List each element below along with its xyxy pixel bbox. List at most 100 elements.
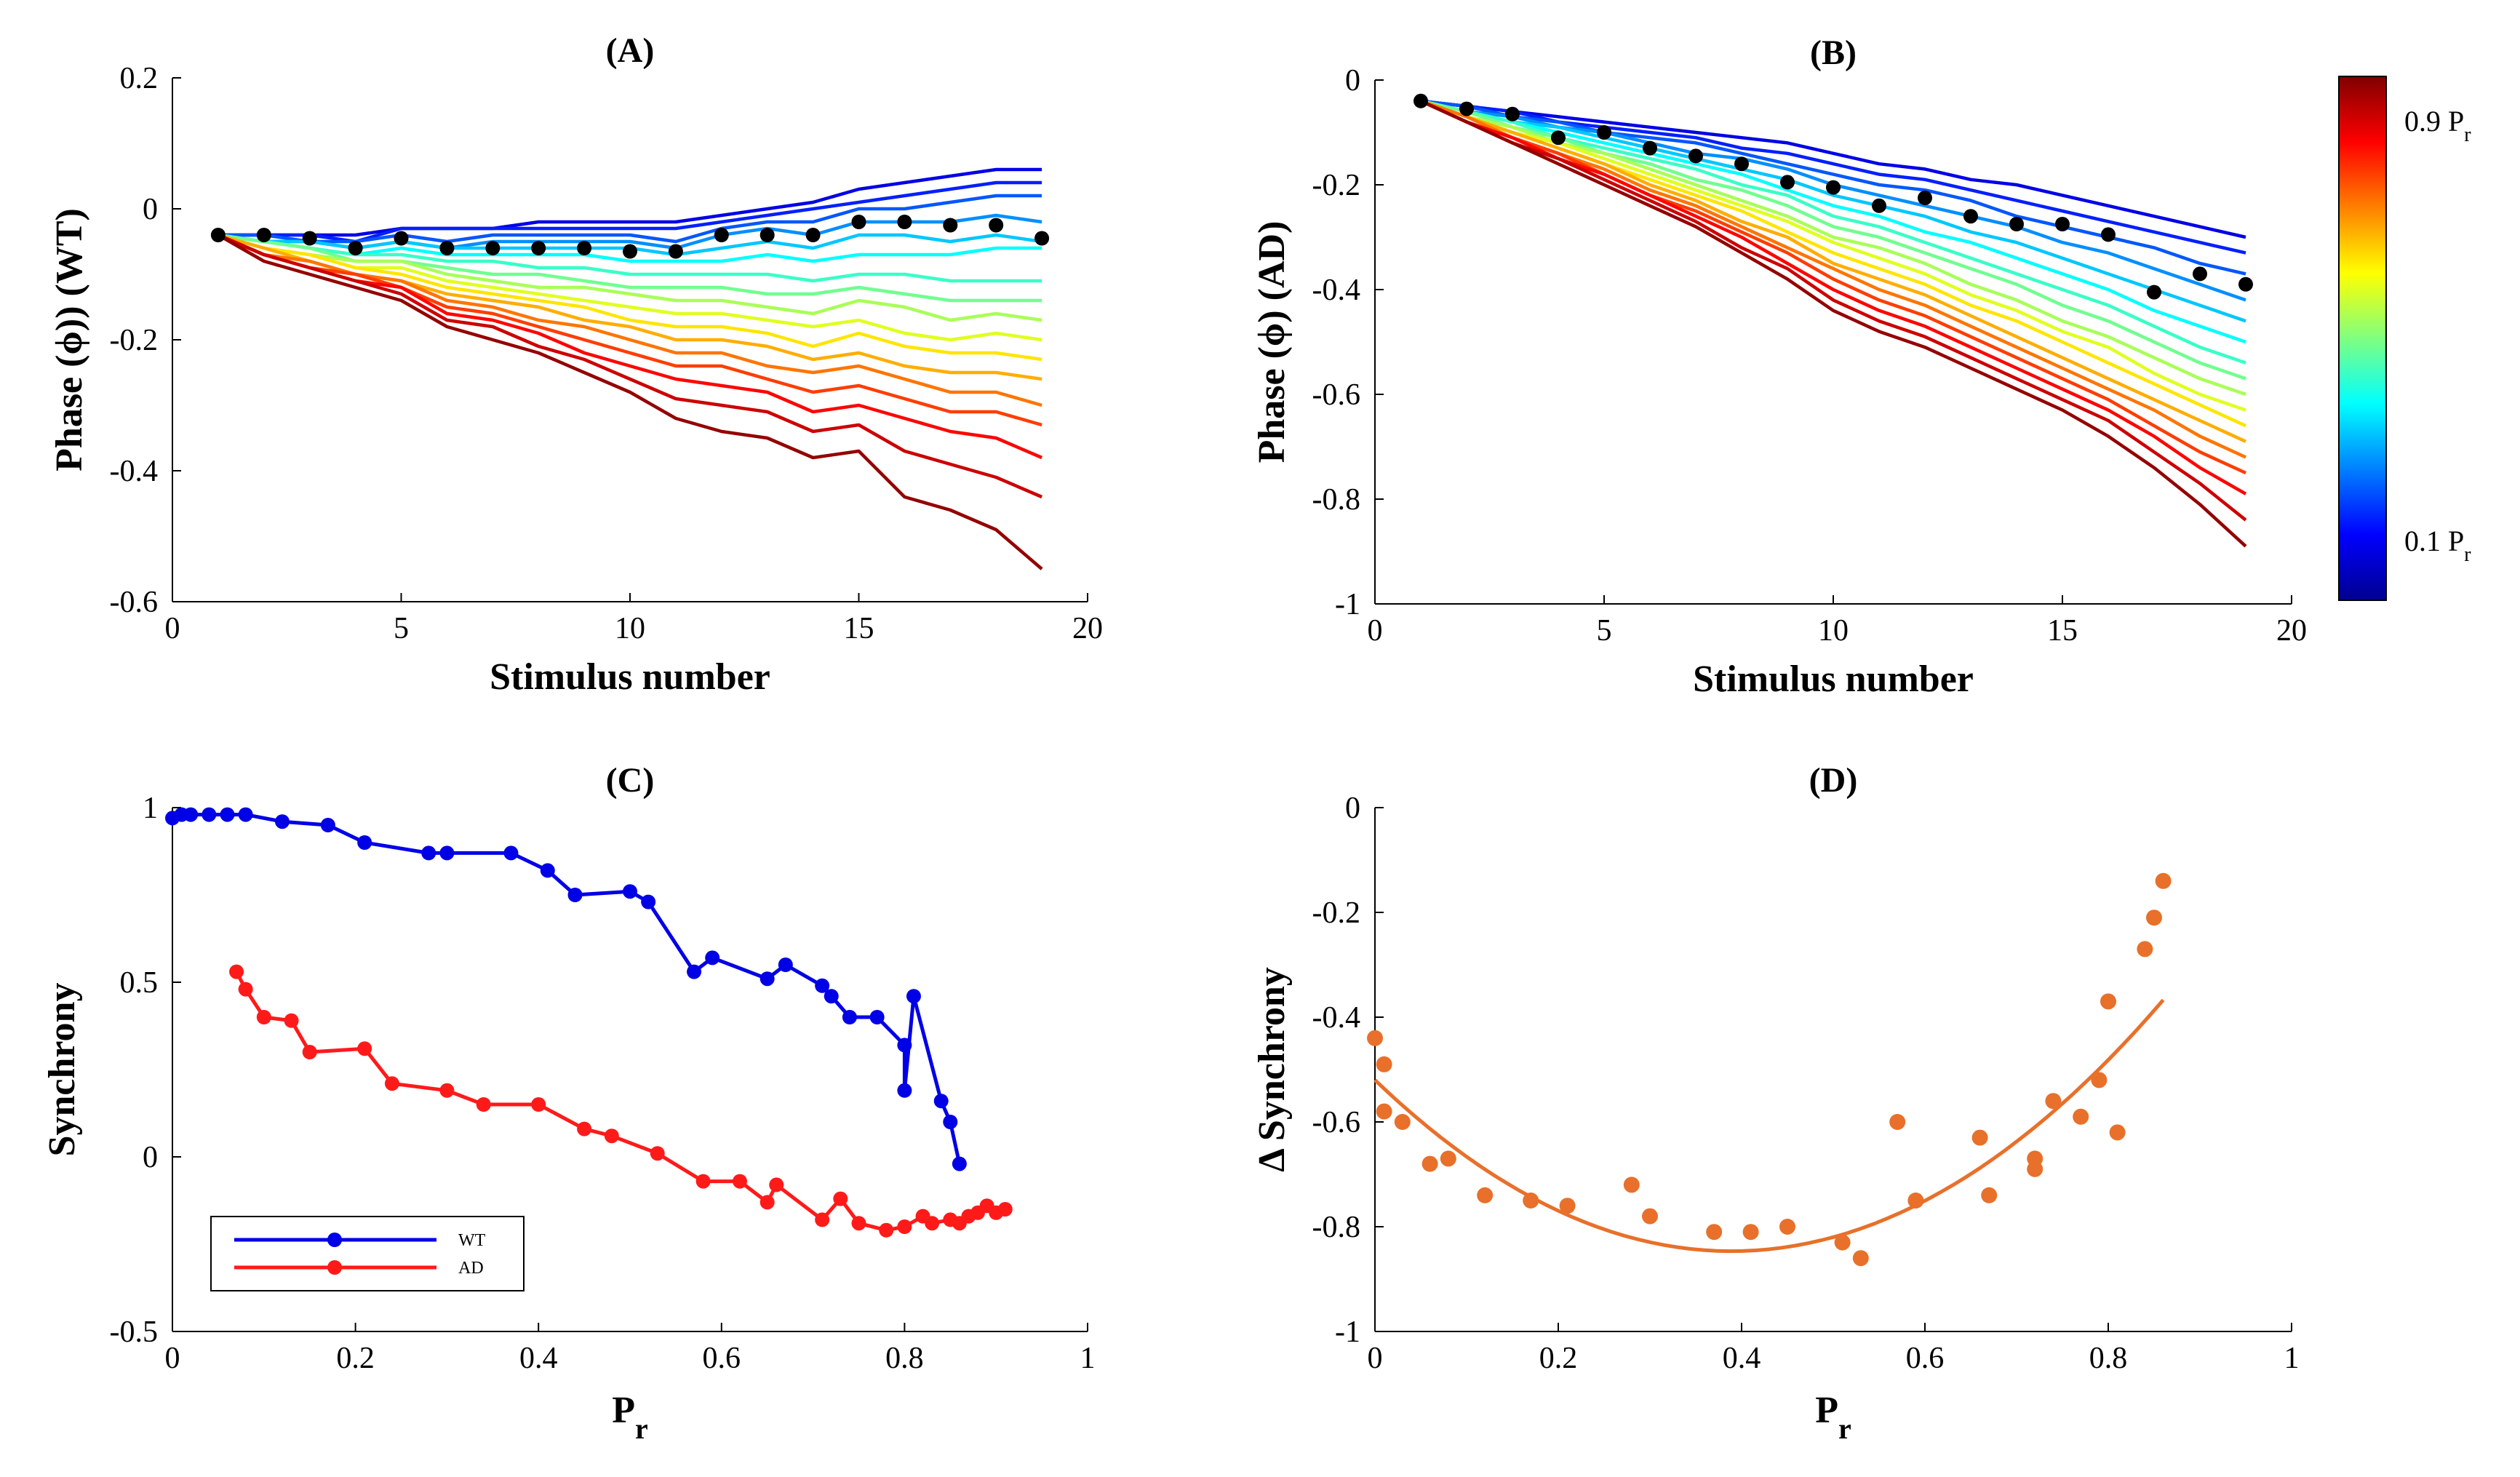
x-tick-label: 15 [844, 612, 874, 645]
y-tick-label: -0.2 [110, 324, 159, 357]
series-line-ad [234, 971, 1006, 1233]
y-tick-label: -1 [1335, 588, 1360, 621]
data-point-wt [952, 1156, 967, 1171]
phase-line-series [218, 233, 1042, 460]
x-tick-label: 10 [1818, 614, 1849, 648]
x-tick-label: 1 [2284, 1342, 2300, 1375]
y-tick-label: -0.6 [110, 586, 159, 619]
mean-marker [210, 228, 226, 242]
data-point-wt [641, 894, 656, 909]
mean-marker [577, 241, 592, 255]
data-point-ad [604, 1128, 619, 1144]
phase-line-series [1420, 99, 2247, 522]
data-point-ad [769, 1177, 784, 1193]
x-tick-label: 5 [1597, 614, 1612, 648]
mean-marker [256, 228, 271, 242]
panel-c: 0 0.2 0.4 0.6 0.8 110.50-0.5(C)WTADPrSynchron… [41, 761, 1096, 1445]
x-tick-label: 0.2 [1539, 1342, 1578, 1375]
legend-label-ad: AD [458, 1259, 484, 1278]
x-axis-label-subscript: r [1838, 1412, 1851, 1445]
data-point-wt [202, 807, 217, 822]
mean-marker [2101, 227, 2116, 242]
panel-a: 0 5 10 15 20 0.2 0 -0.2 -0.4 -0.6 (A) Stimulus numb… [49, 31, 1103, 698]
mean-marker [1780, 175, 1795, 190]
x-axis-label: Stimulus number [490, 656, 770, 698]
y-axis-label: Phase (ϕ)) (WT) [49, 208, 90, 471]
mean-marker [2009, 217, 2024, 231]
scatter-point [1834, 1234, 1851, 1251]
data-point-ad [997, 1202, 1013, 1217]
phase-line-series [217, 234, 1043, 570]
scatter-point [2146, 909, 2162, 926]
mean-marker [759, 228, 775, 242]
mean-marker [1734, 156, 1749, 172]
data-point-wt [357, 835, 372, 850]
scatter-point [1706, 1224, 1723, 1241]
mean-marker [2238, 276, 2253, 292]
phase-line-series [1420, 99, 2247, 548]
scatter-point [1642, 1208, 1658, 1225]
data-point-ad [851, 1216, 866, 1231]
data-point-ad [650, 1146, 665, 1161]
data-point-wt [897, 1083, 912, 1098]
data-point-wt [897, 1038, 912, 1053]
mean-marker [1643, 140, 1657, 156]
series-line-wt [172, 813, 962, 1165]
data-point-wt [439, 845, 455, 861]
data-point-ad [357, 1041, 372, 1056]
y-axis-label: Phase (ϕ) (AD) [1251, 221, 1293, 463]
colorbar-top-label: 0.9 Pr [2404, 105, 2471, 146]
x-axis-label-subscript: r [635, 1412, 648, 1445]
x-tick-label: 0.8 [885, 1342, 924, 1375]
x-tick-label: 20 [1072, 612, 1103, 645]
x-tick-label: 10 [615, 612, 645, 645]
data-point-wt [933, 1094, 949, 1109]
scatter-point [2155, 872, 2172, 889]
mean-marker [1688, 148, 1703, 164]
scatter-point [1394, 1114, 1411, 1130]
data-point-ad [833, 1191, 848, 1206]
y-tick-label: 0 [143, 1141, 158, 1174]
data-point-ad [531, 1097, 546, 1112]
data-point-wt [815, 978, 830, 993]
colorbar-gradient [2338, 76, 2387, 601]
data-point-ad [925, 1216, 940, 1231]
data-point-wt [567, 888, 583, 902]
panel-title: (B) [1810, 33, 1857, 72]
data-point-ad [815, 1212, 830, 1227]
phase-line-series [218, 233, 1042, 322]
mean-marker [1551, 130, 1566, 146]
x-tick-label: 0.2 [336, 1342, 375, 1375]
data-point-ad [476, 1097, 491, 1112]
scatter-point [1477, 1187, 1494, 1203]
x-tick-label: 0 [1368, 614, 1383, 648]
mean-marker [1826, 180, 1841, 195]
data-point-wt [842, 1010, 857, 1024]
x-axis-label: Pr [1815, 1390, 1851, 1445]
data-point-wt [320, 818, 335, 832]
scatter-point [1559, 1198, 1576, 1214]
data-point-wt [759, 971, 775, 987]
mean-marker [989, 218, 1004, 233]
scatter-point [1907, 1193, 1924, 1209]
mean-marker [668, 244, 683, 259]
x-tick-label: 0 [165, 612, 180, 645]
scatter-point [2091, 1072, 2108, 1088]
data-point-ad [238, 982, 253, 997]
y-tick-label: -0.4 [1312, 274, 1361, 307]
data-point-ad [302, 1045, 317, 1059]
colorbar-bottom-label-subscript: r [2464, 544, 2471, 566]
phase-line-series [1420, 99, 2246, 443]
colorbar-top-label-subscript: r [2464, 124, 2471, 146]
legend-label-wt: WT [458, 1231, 486, 1250]
scatter-point [1852, 1250, 1869, 1267]
mean-marker [851, 215, 866, 229]
panel-b: 0 5 10 15 20 0 -0.2 -0.4 -0.6 -0.8 -1 (B) Stimulus n… [1251, 33, 2307, 700]
mean-marker [2193, 266, 2207, 282]
panel-title: (D) [1809, 761, 1858, 800]
data-point-wt [503, 845, 519, 861]
scatter-point [2073, 1108, 2089, 1125]
data-point-ad [284, 1013, 299, 1028]
data-point-wt [421, 845, 436, 861]
